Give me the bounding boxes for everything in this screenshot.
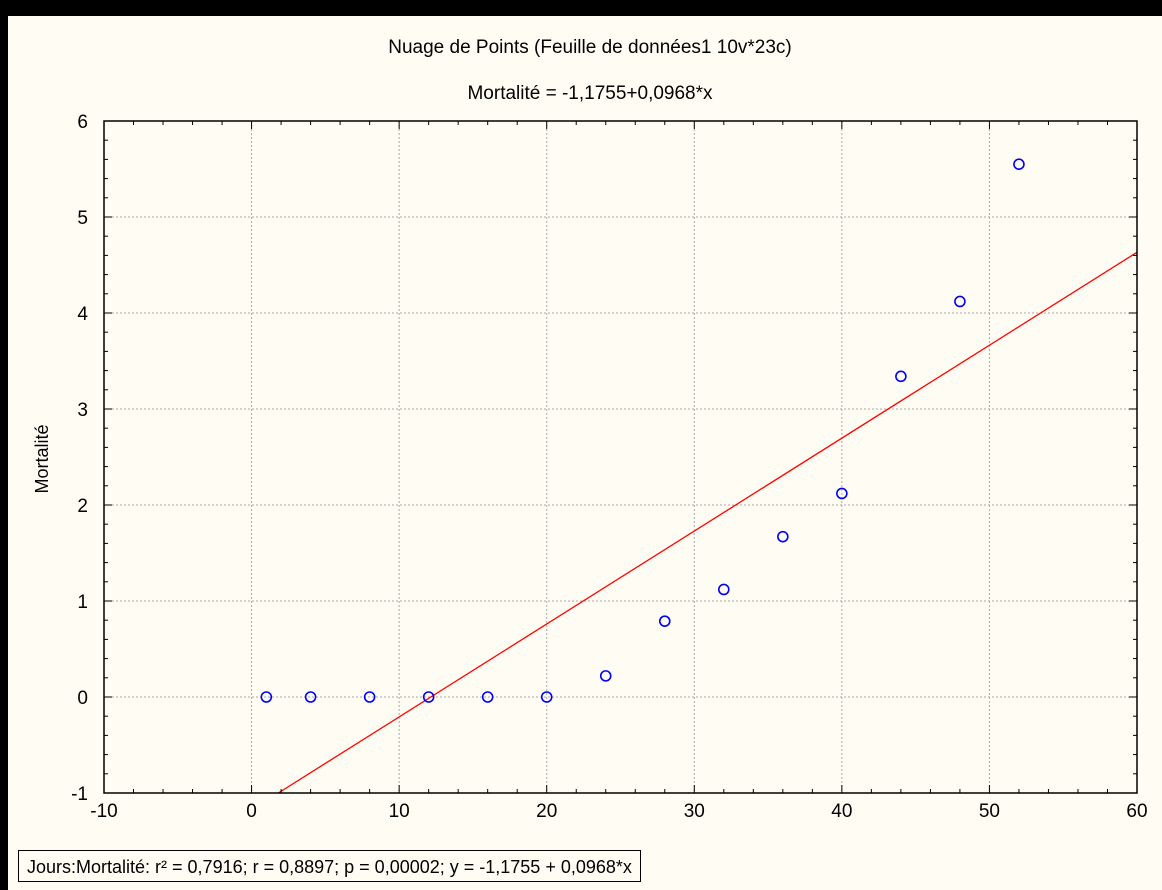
y-tick-labels: -1 0 1 2 3 4 5 6 [71, 112, 88, 805]
data-point [481, 691, 494, 703]
data-point [658, 615, 671, 627]
data-point [260, 691, 273, 703]
regression-stats-legend: Jours:Mortalité: r² = 0,7916; r = 0,8897… [18, 850, 641, 882]
data-point [1013, 158, 1025, 170]
y-tick-label: -1 [71, 784, 88, 805]
data-point [895, 370, 907, 383]
data-point [777, 530, 789, 543]
x-tick-label: 10 [389, 801, 410, 822]
x-tick-label: 40 [831, 801, 852, 822]
chart-panel [8, 16, 1162, 890]
y-tick-label: 2 [77, 496, 88, 517]
y-tick-label: 6 [77, 112, 88, 133]
data-point [304, 691, 317, 703]
chart-title: Nuage de Points (Feuille de données1 10v… [388, 37, 792, 58]
axis-ticks [103, 120, 1138, 794]
y-axis-label: Mortalité [32, 424, 52, 493]
y-tick-label: 0 [77, 688, 88, 709]
x-tick-label: 60 [1126, 801, 1147, 822]
plot-frame [103, 120, 1138, 794]
y-tick-label: 3 [77, 400, 88, 421]
data-point [540, 691, 553, 703]
x-tick-label: 30 [684, 801, 705, 822]
y-tick-label: 1 [77, 592, 88, 613]
y-tick-label: 5 [77, 208, 88, 229]
regression-line-group [277, 251, 1138, 794]
chart-subtitle: Mortalité = -1,1755+0,0968*x [467, 83, 713, 104]
data-point [363, 691, 376, 703]
x-tick-labels: -10 0 10 20 30 40 50 60 [90, 801, 1147, 822]
x-tick-label: -10 [90, 801, 117, 822]
data-point [599, 670, 612, 682]
grid-lines [104, 121, 1137, 793]
regression-line [277, 251, 1138, 794]
x-tick-label: 50 [979, 801, 1000, 822]
x-tick-label: 0 [246, 801, 257, 822]
data-point [954, 295, 966, 308]
data-points [260, 158, 1025, 703]
y-tick-label: 4 [77, 304, 88, 325]
x-tick-label: 20 [536, 801, 557, 822]
data-point [836, 487, 848, 500]
data-point [422, 691, 435, 703]
data-point [717, 583, 730, 596]
